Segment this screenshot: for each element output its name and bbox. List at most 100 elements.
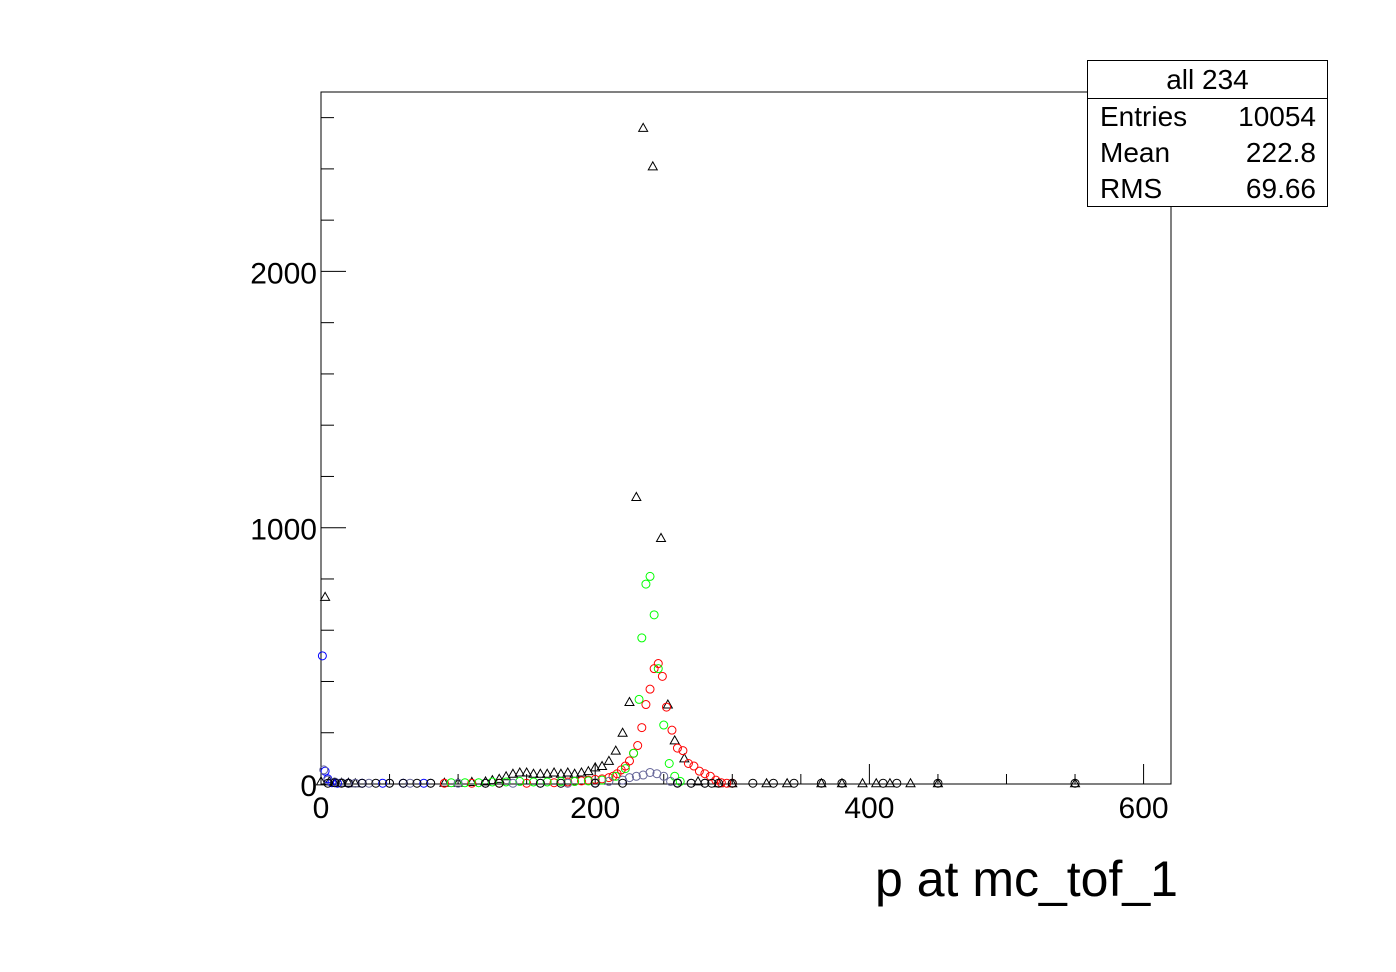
triangle-marker — [562, 766, 574, 777]
data-markers — [315, 122, 1081, 788]
triangle-marker — [493, 773, 505, 783]
triangle-marker — [637, 122, 649, 132]
circle-marker — [556, 778, 566, 788]
y-tick-label: 0 — [300, 770, 317, 803]
stats-box: all 234 Entries 10054 Mean 222.8 RMS 69.… — [1087, 60, 1328, 207]
circle-marker — [678, 746, 688, 756]
circle-marker — [576, 776, 586, 786]
circle-marker — [426, 778, 436, 788]
stats-title: all 234 — [1088, 61, 1327, 99]
y-axis-ticks — [321, 117, 346, 785]
y-tick-label: 2000 — [250, 257, 317, 290]
circle-marker — [590, 774, 600, 784]
circle-marker — [707, 778, 717, 788]
triangle-marker — [589, 761, 601, 772]
triangle-marker — [647, 160, 659, 171]
x-axis-label: p at mc_tof_1 — [875, 851, 1178, 907]
triangle-marker — [662, 699, 674, 709]
circle-marker — [453, 778, 463, 788]
triangle-marker — [781, 777, 793, 788]
triangle-marker — [905, 777, 916, 788]
circle-marker — [700, 778, 710, 788]
circle-marker — [624, 773, 634, 783]
circle-marker — [590, 778, 600, 788]
circle-marker — [657, 671, 667, 681]
circle-marker — [768, 778, 778, 788]
stats-label-entries: Entries — [1100, 101, 1188, 132]
triangle-marker — [576, 766, 587, 777]
x-tick-label: 600 — [1119, 792, 1169, 825]
circle-marker — [816, 778, 826, 788]
x-tick-label: 200 — [570, 792, 620, 825]
circle-marker — [637, 723, 647, 733]
stats-value-entries: 10054 — [1238, 101, 1316, 132]
circle-marker — [508, 778, 518, 788]
circle-marker — [837, 778, 847, 788]
plot-frame — [320, 91, 1172, 785]
triangle-marker — [596, 760, 608, 771]
circle-marker — [405, 778, 415, 788]
circle-marker — [487, 777, 497, 787]
circle-marker — [570, 776, 580, 786]
circle-marker — [343, 778, 353, 788]
triangle-marker — [439, 777, 450, 787]
circle-marker — [878, 778, 888, 788]
circle-marker — [446, 778, 456, 788]
circle-marker — [694, 766, 704, 776]
circle-marker — [320, 766, 330, 776]
circle-marker — [659, 771, 669, 781]
circle-marker — [474, 778, 484, 788]
circle-marker — [378, 778, 388, 788]
circle-marker — [641, 579, 651, 589]
circle-marker — [714, 778, 724, 788]
circle-marker — [645, 767, 655, 777]
circle-marker — [789, 778, 799, 788]
circle-marker — [371, 778, 381, 788]
circle-marker — [419, 778, 429, 788]
circle-marker — [319, 765, 329, 775]
circle-marker — [748, 778, 758, 788]
circle-marker — [892, 778, 902, 788]
triangle-marker — [315, 775, 327, 786]
circle-marker — [624, 756, 634, 766]
circle-marker — [618, 778, 628, 788]
triangle-marker — [534, 768, 546, 778]
circle-marker — [933, 778, 943, 788]
circle-marker — [686, 778, 696, 788]
triangle-marker — [655, 532, 667, 542]
circle-marker — [501, 777, 511, 787]
circle-marker — [653, 664, 663, 674]
stats-value-mean: 222.8 — [1245, 137, 1316, 168]
circle-marker — [620, 764, 630, 774]
triangle-marker — [507, 768, 519, 778]
x-axis-tick-labels: 0 200 400 600 — [313, 792, 1169, 825]
triangle-marker — [884, 777, 896, 788]
circle-marker — [700, 769, 710, 779]
circle-marker — [653, 659, 663, 669]
circle-marker — [542, 777, 552, 787]
circle-marker — [563, 778, 573, 788]
triangle-marker — [857, 777, 868, 788]
circle-marker — [460, 778, 470, 788]
circle-marker — [645, 684, 655, 694]
circle-marker — [549, 778, 559, 788]
circle-marker — [467, 778, 477, 788]
circle-marker — [667, 725, 677, 735]
circle-marker — [666, 776, 676, 786]
triangle-marker — [487, 774, 498, 785]
circle-marker — [645, 571, 655, 581]
circle-marker — [583, 776, 593, 786]
x-axis-ticks — [320, 764, 1145, 784]
triangle-marker — [528, 768, 539, 778]
circle-marker — [357, 778, 367, 788]
y-tick-label: 1000 — [250, 514, 317, 547]
circle-marker — [330, 778, 340, 788]
circle-marker — [634, 694, 644, 704]
circle-marker — [323, 778, 333, 788]
circle-marker — [631, 771, 641, 781]
circle-marker — [398, 778, 408, 788]
circle-marker — [317, 651, 327, 661]
circle-marker — [664, 758, 674, 768]
circle-marker — [661, 702, 671, 712]
